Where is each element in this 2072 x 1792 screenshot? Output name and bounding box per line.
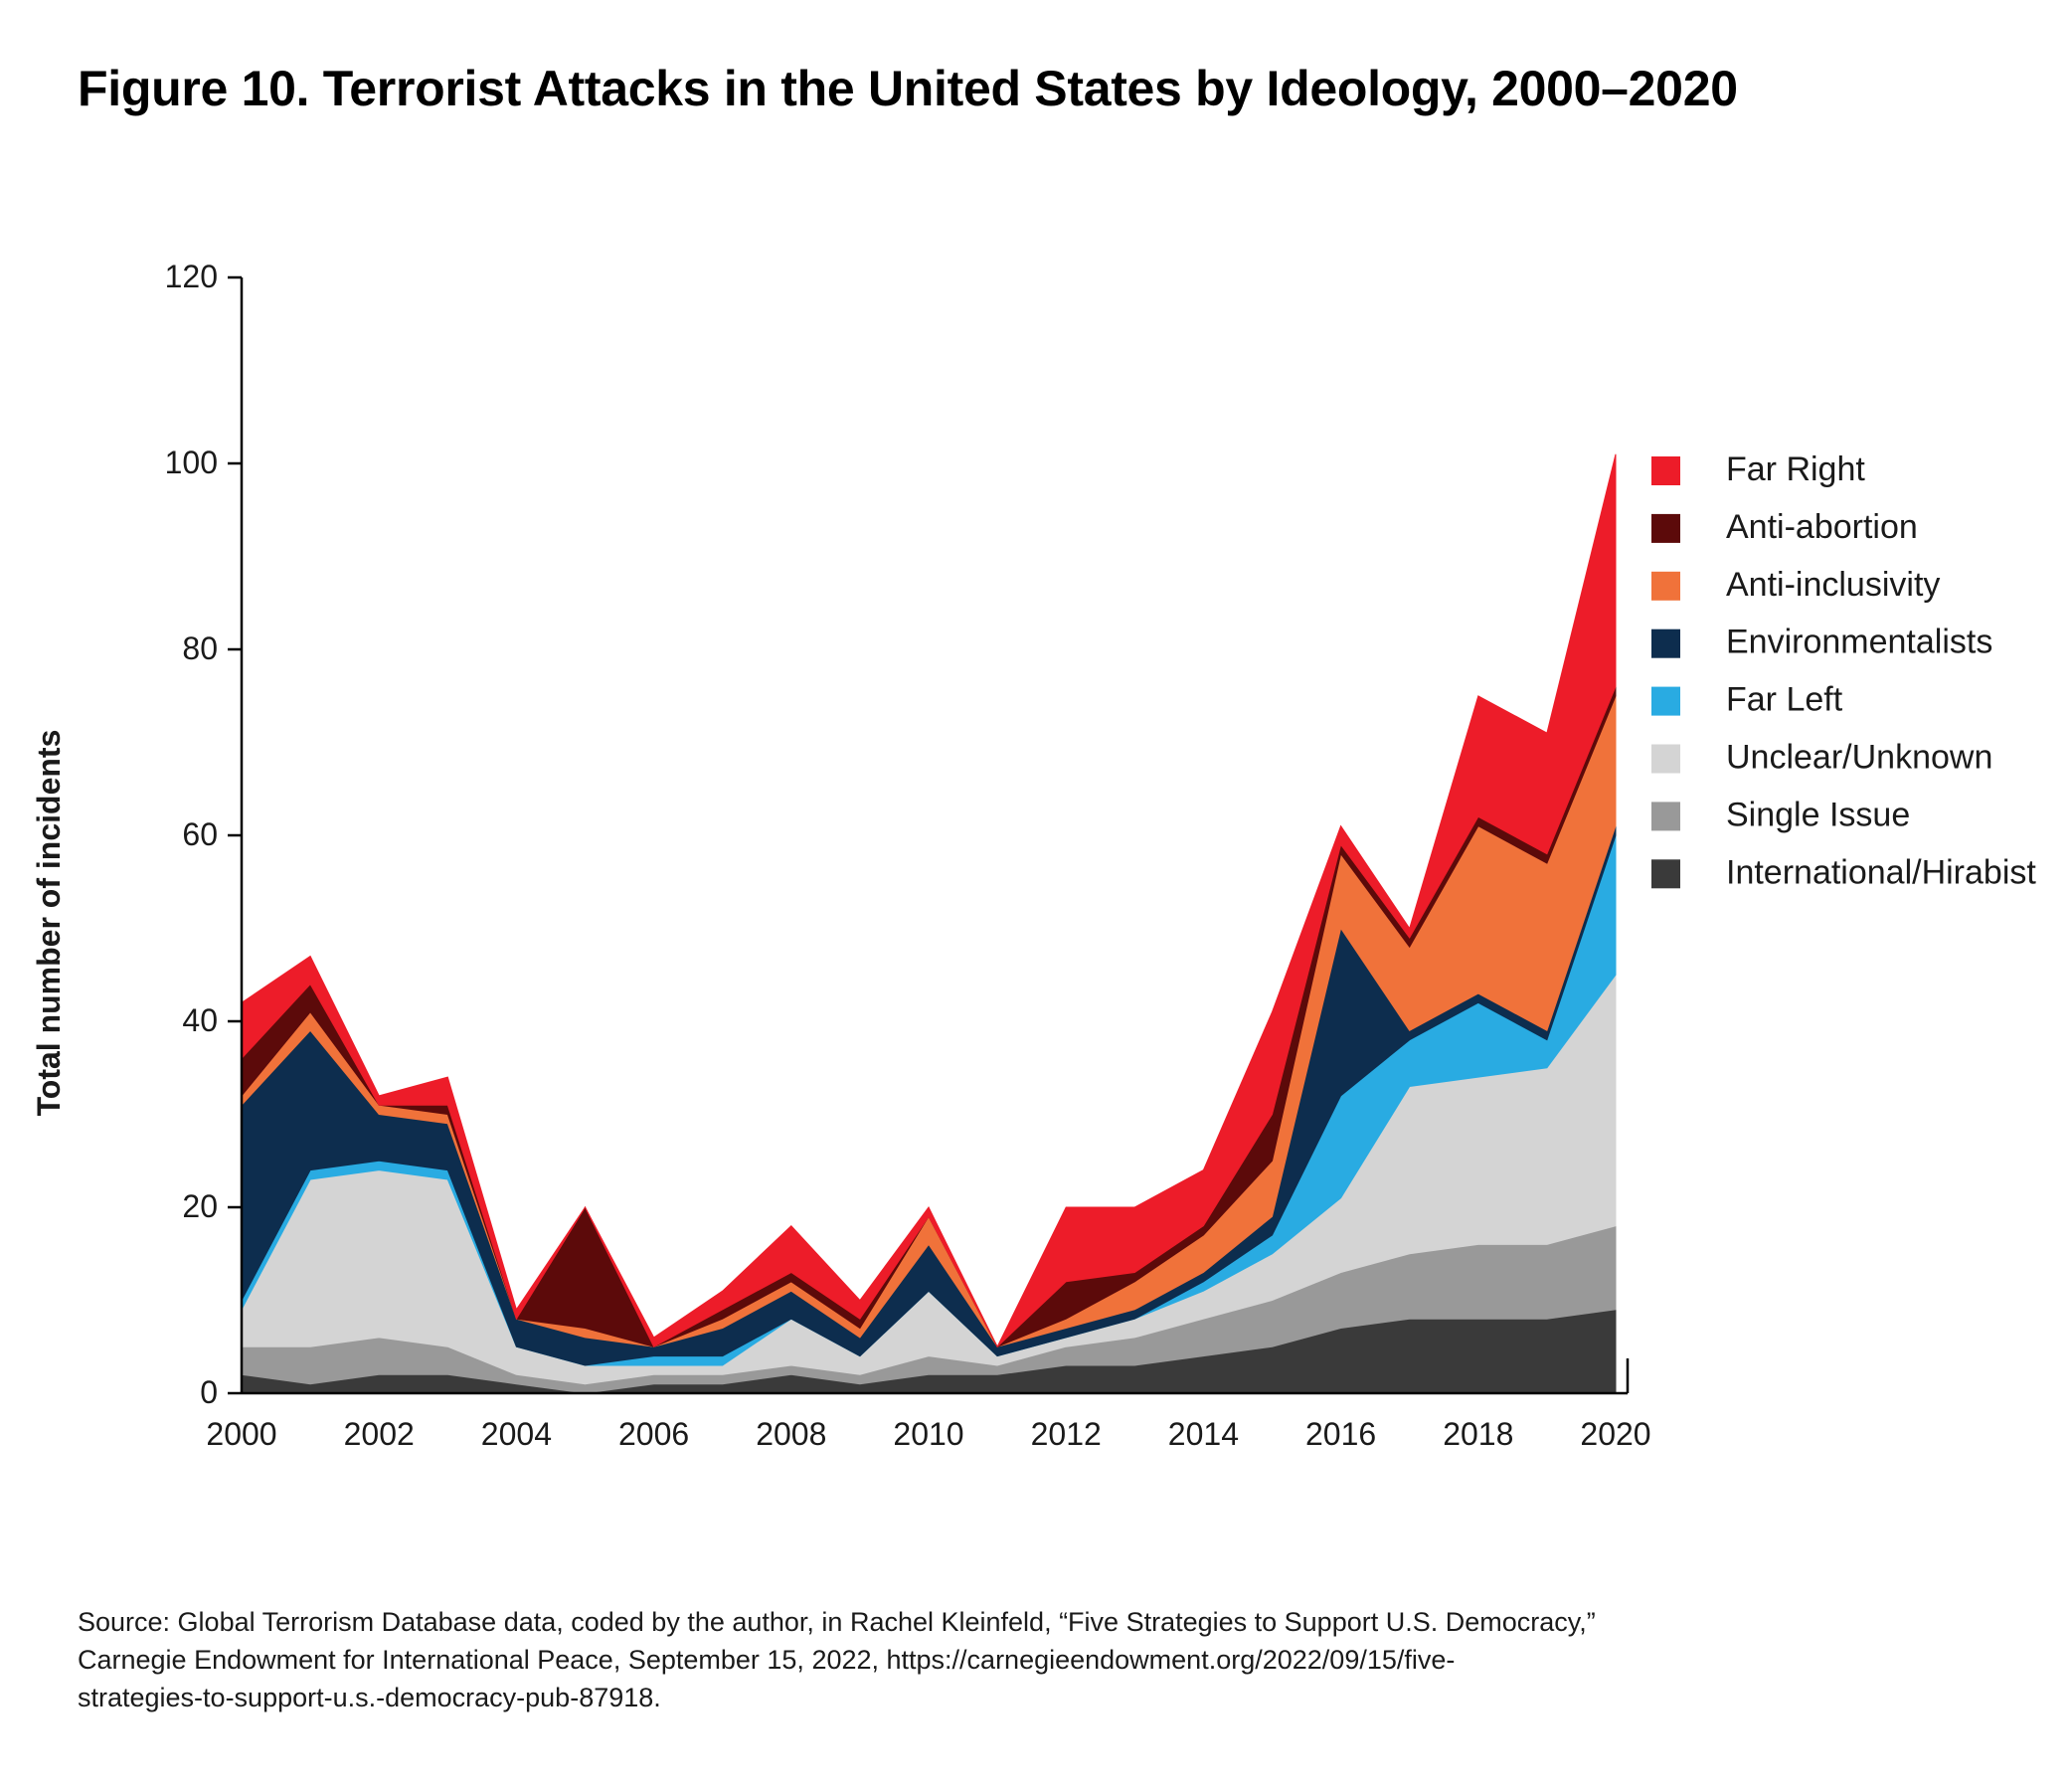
svg-text:100: 100 <box>165 445 218 480</box>
svg-text:20: 20 <box>182 1188 218 1224</box>
svg-text:Far Right: Far Right <box>1726 450 1865 488</box>
svg-text:Unclear/Unknown: Unclear/Unknown <box>1726 739 1992 777</box>
svg-text:International/Hirabist: International/Hirabist <box>1726 853 2036 891</box>
svg-text:2010: 2010 <box>893 1416 963 1452</box>
svg-text:2018: 2018 <box>1443 1416 1513 1452</box>
svg-text:40: 40 <box>182 1002 218 1038</box>
svg-text:2000: 2000 <box>206 1416 276 1452</box>
svg-text:0: 0 <box>200 1374 218 1410</box>
svg-text:2002: 2002 <box>344 1416 415 1452</box>
svg-text:2004: 2004 <box>481 1416 552 1452</box>
svg-text:2016: 2016 <box>1305 1416 1376 1452</box>
svg-text:2014: 2014 <box>1168 1416 1239 1452</box>
svg-text:Environmentalists: Environmentalists <box>1726 624 1992 661</box>
svg-text:2006: 2006 <box>618 1416 689 1452</box>
svg-text:120: 120 <box>165 259 218 294</box>
svg-text:80: 80 <box>182 630 218 666</box>
svg-text:2020: 2020 <box>1580 1416 1650 1452</box>
svg-text:2012: 2012 <box>1031 1416 1102 1452</box>
svg-text:Anti-abortion: Anti-abortion <box>1726 508 1918 546</box>
svg-text:60: 60 <box>182 816 218 852</box>
svg-text:Far Left: Far Left <box>1726 681 1843 719</box>
svg-text:Total number of incidents: Total number of incidents <box>31 730 67 1117</box>
svg-text:Anti-inclusivity: Anti-inclusivity <box>1726 566 1940 604</box>
svg-text:2008: 2008 <box>756 1416 826 1452</box>
svg-text:Single Issue: Single Issue <box>1726 796 1910 833</box>
